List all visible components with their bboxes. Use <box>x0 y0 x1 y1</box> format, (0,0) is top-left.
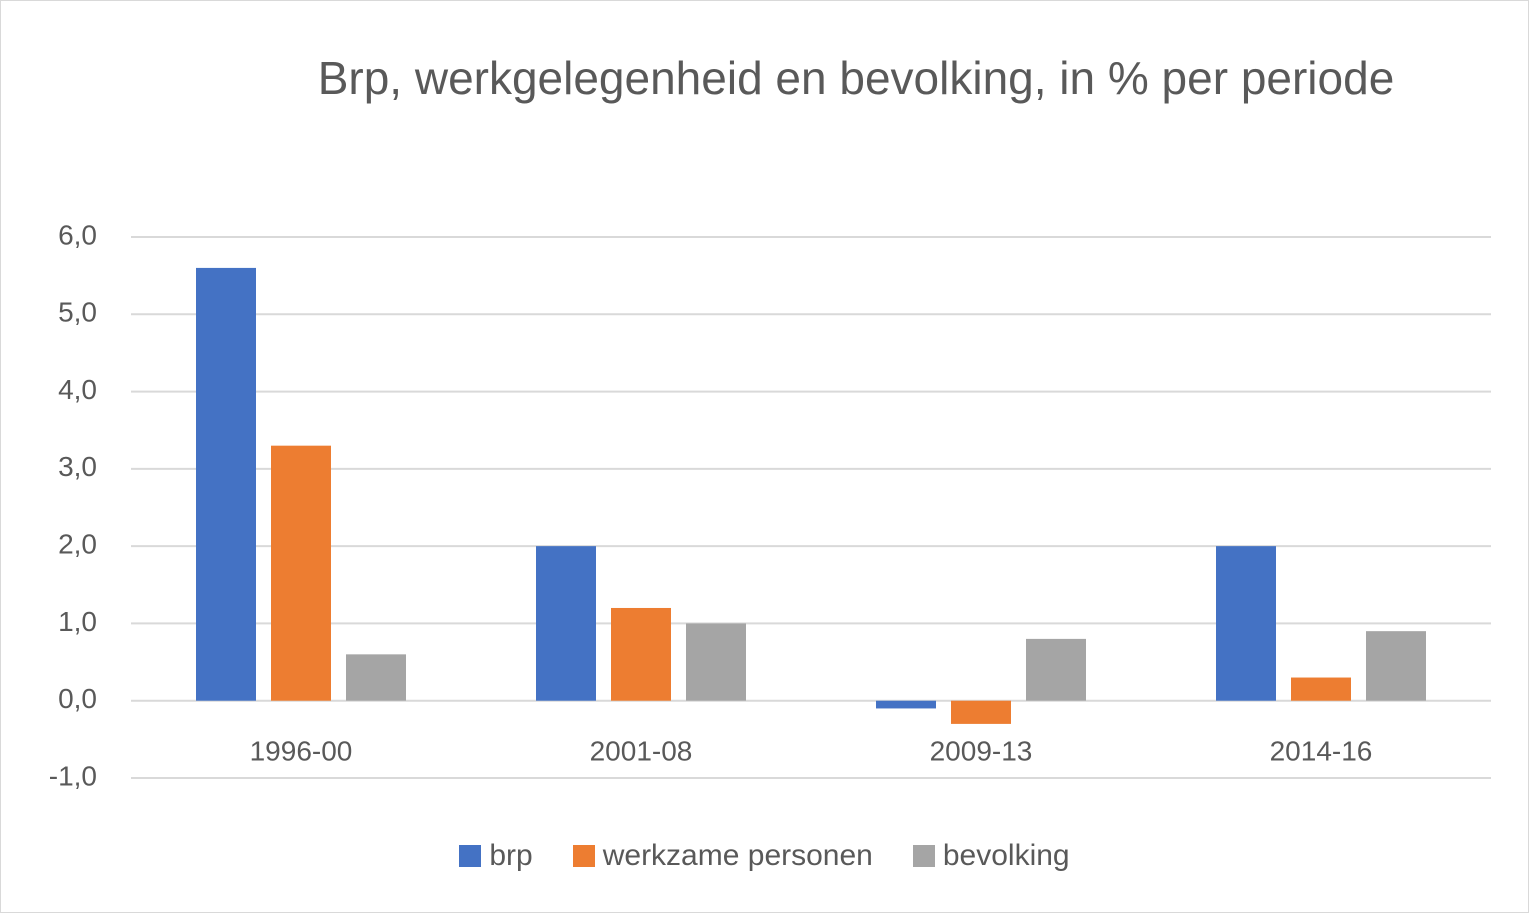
legend-item: brp <box>459 839 533 873</box>
bar <box>951 700 1011 724</box>
chart-title: Brp, werkgelegenheid en bevolking, in % … <box>317 52 1395 104</box>
bar <box>611 607 671 701</box>
legend: brp werkzame personen bevolking <box>1 839 1528 873</box>
y-tick-label: 5,0 <box>58 297 97 328</box>
y-tick-label: 0,0 <box>58 683 97 714</box>
legend-swatch <box>459 845 482 867</box>
bar <box>1291 677 1351 701</box>
bar <box>686 623 746 701</box>
legend-label: bevolking <box>942 839 1070 872</box>
x-tick-label: 1996-00 <box>250 735 353 766</box>
bar <box>346 654 406 701</box>
legend-label: werkzame personen <box>602 839 873 872</box>
x-tick-label: 2001-08 <box>590 735 693 766</box>
bar <box>1216 546 1276 701</box>
y-tick-label: 3,0 <box>58 451 97 482</box>
bar <box>536 546 596 701</box>
legend-label: brp <box>489 839 533 872</box>
legend-item: werkzame personen <box>572 839 873 873</box>
y-tick-label: 1,0 <box>58 606 97 637</box>
bar <box>196 267 256 701</box>
x-tick-label: 2014-16 <box>1270 735 1373 766</box>
bar <box>876 700 936 709</box>
y-tick-label: 2,0 <box>58 529 97 560</box>
legend-swatch <box>572 845 595 867</box>
bar <box>271 445 331 701</box>
y-tick-label: -1,0 <box>49 760 97 791</box>
y-tick-label: 4,0 <box>58 374 97 405</box>
bar <box>1026 638 1086 701</box>
legend-swatch <box>912 845 935 867</box>
x-tick-label: 2009-13 <box>930 735 1033 766</box>
y-tick-label: 6,0 <box>58 219 97 250</box>
legend-item: bevolking <box>912 839 1070 873</box>
bar <box>1366 631 1426 701</box>
